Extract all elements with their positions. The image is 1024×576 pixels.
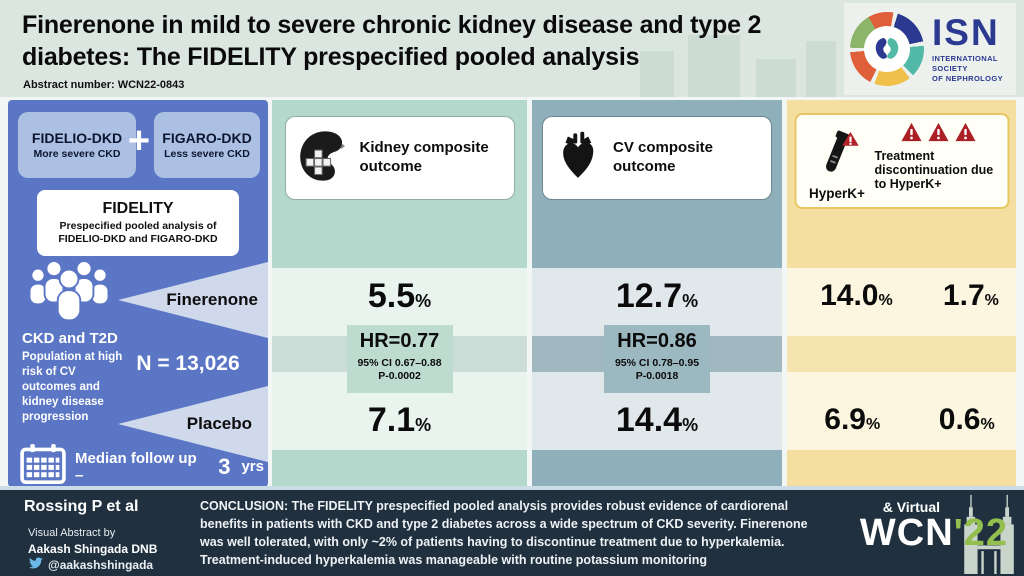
p-value: P-0.0018 [635,370,679,382]
conclusion-label: CONCLUSION: [200,499,289,513]
trial-box-fidelio: FIDELIO-DKD More severe CKD [18,112,136,178]
pooled-analysis-description: Prespecified pooled analysis of FIDELIO-… [58,219,218,245]
followup-row: Median follow up – 3 yrs [20,444,264,489]
hyperk-label: HyperK+ [809,186,865,201]
kidney-outcome-title: Kidney composite outcome [359,139,489,175]
population-description: CKD and T2D Population at high risk of C… [22,330,124,425]
kidney-placebo-rate: 7.1% [367,401,432,439]
population-detail: Population at high risk of CV outcomes a… [22,351,123,423]
conclusion-text: CONCLUSION: The FIDELITY prespecified po… [200,499,808,567]
isn-society-line2: OF NEPHROLOGY [932,73,1004,83]
p-value: P-0.0002 [378,370,421,382]
followup-prefix: Median follow up – [75,449,197,484]
cv-outcome-title: CV composite outcome [613,139,714,175]
followup-unit: yrs [241,458,264,475]
heart-icon [553,129,603,188]
warning-triangle-icon [928,122,950,147]
credit-name: Aakash Shingada DNB [28,542,158,556]
kidney-outcome-header: Kidney composite outcome [284,116,515,200]
twitter-icon [28,557,43,573]
isn-kidneys-icon [864,26,910,72]
trial-box-figaro: FIGARO-DKD Less severe CKD [154,112,260,178]
footer-separator [0,486,1024,490]
isn-wordmark: ISN INTERNATIONAL SOCIETY OF NEPHROLOGY [932,14,1016,83]
header: Finerenone in mild to severe chronic kid… [0,0,1024,97]
isn-society-line1: INTERNATIONAL SOCIETY [932,54,998,74]
confidence-interval: 95% CI 0.78–0.95 [614,357,700,369]
abstract-number: Abstract number: WCN22-0843 [23,79,185,91]
pooled-analysis-name: FIDELITY [102,199,174,217]
plus-sign: + [127,120,151,162]
discontinuation-label: Treatment discontinuation due to HyperK+ [874,149,994,191]
hazard-ratio: HR=0.86 [617,330,697,352]
hyperk-finerenone-rates: 14.0% 1.7% [820,279,999,312]
population-icon [22,258,116,335]
isn-acronym: ISN [932,12,1000,54]
cv-finerenone-rate: 12.7% [615,277,699,315]
event-name: WCN [859,512,954,554]
arm-finerenone-banner: Finerenone [118,262,268,338]
trial-severity: More severe CKD [33,148,121,160]
isn-ring-icon [850,12,924,86]
arm-placebo-label: Placebo [186,414,252,433]
kidney-hazard-ratio-box: HR=0.77 95% CI 0.67–0.88 P-0.0002 [346,325,453,393]
twin-towers-icon [958,492,1020,576]
kidney-outcome-column: Kidney composite outcome 5.5% HR=0.77 95… [272,100,527,487]
skyline-decoration [688,35,740,97]
hyperkalemia-header: HyperK+ Treatment discontinuation due to… [794,113,1009,209]
cv-outcome-header: CV composite outcome [542,116,772,200]
event-year: '22 [953,512,1008,554]
test-tube-icon [813,128,861,185]
warning-triangle-icon [955,122,977,147]
followup-number: 3 [218,453,231,479]
sample-size: N = 13,026 [136,352,240,375]
main-content: FIDELIO-DKD More severe CKD + FIGARO-DKD… [0,97,1024,487]
event-prefix: & Virtual [882,499,940,515]
trial-name: FIDELIO-DKD [31,130,123,146]
confidence-interval: 95% CI 0.67–0.88 [357,357,442,369]
trial-name: FIGARO-DKD [162,130,252,146]
warning-triangle-icon [901,122,923,147]
credit-prefix: Visual Abstract by [28,527,116,539]
warning-triangles [901,122,977,147]
hyperkalemia-column: HyperK+ Treatment discontinuation due to… [787,100,1016,487]
calendar-icon [20,444,66,489]
footer: Rossing P et al Visual Abstract by Aakas… [0,490,1024,576]
arm-finerenone-label: Finerenone [166,290,258,309]
fidelity-box: FIDELITY Prespecified pooled analysis of… [37,190,239,256]
event-logo: & Virtual WCN'22 [824,490,1024,576]
kidney-finerenone-rate: 5.5% [367,277,432,315]
kidney-icon [296,129,350,188]
reference-citation: Rossing P et al [24,498,139,515]
study-design-panel: FIDELIO-DKD More severe CKD + FIGARO-DKD… [8,100,268,487]
trial-severity: Less severe CKD [164,148,250,160]
skyline-decoration [756,59,796,97]
cv-hazard-ratio-box: HR=0.86 95% CI 0.78–0.95 P-0.0018 [604,325,710,393]
skyline-decoration [640,51,674,97]
cv-outcome-column: CV composite outcome 12.7% HR=0.86 95% C… [532,100,782,487]
skyline-decoration [806,41,836,97]
hyperk-placebo-rates: 6.9% 0.6% [824,403,995,436]
page-title: Finerenone in mild to severe chronic kid… [22,11,762,71]
population-title: CKD and T2D [22,330,118,347]
twitter-handle: @aakashshingada [48,558,154,572]
isn-logo: ISN INTERNATIONAL SOCIETY OF NEPHROLOGY [844,3,1016,95]
cv-placebo-rate: 14.4% [615,401,699,439]
hazard-ratio: HR=0.77 [359,330,440,352]
